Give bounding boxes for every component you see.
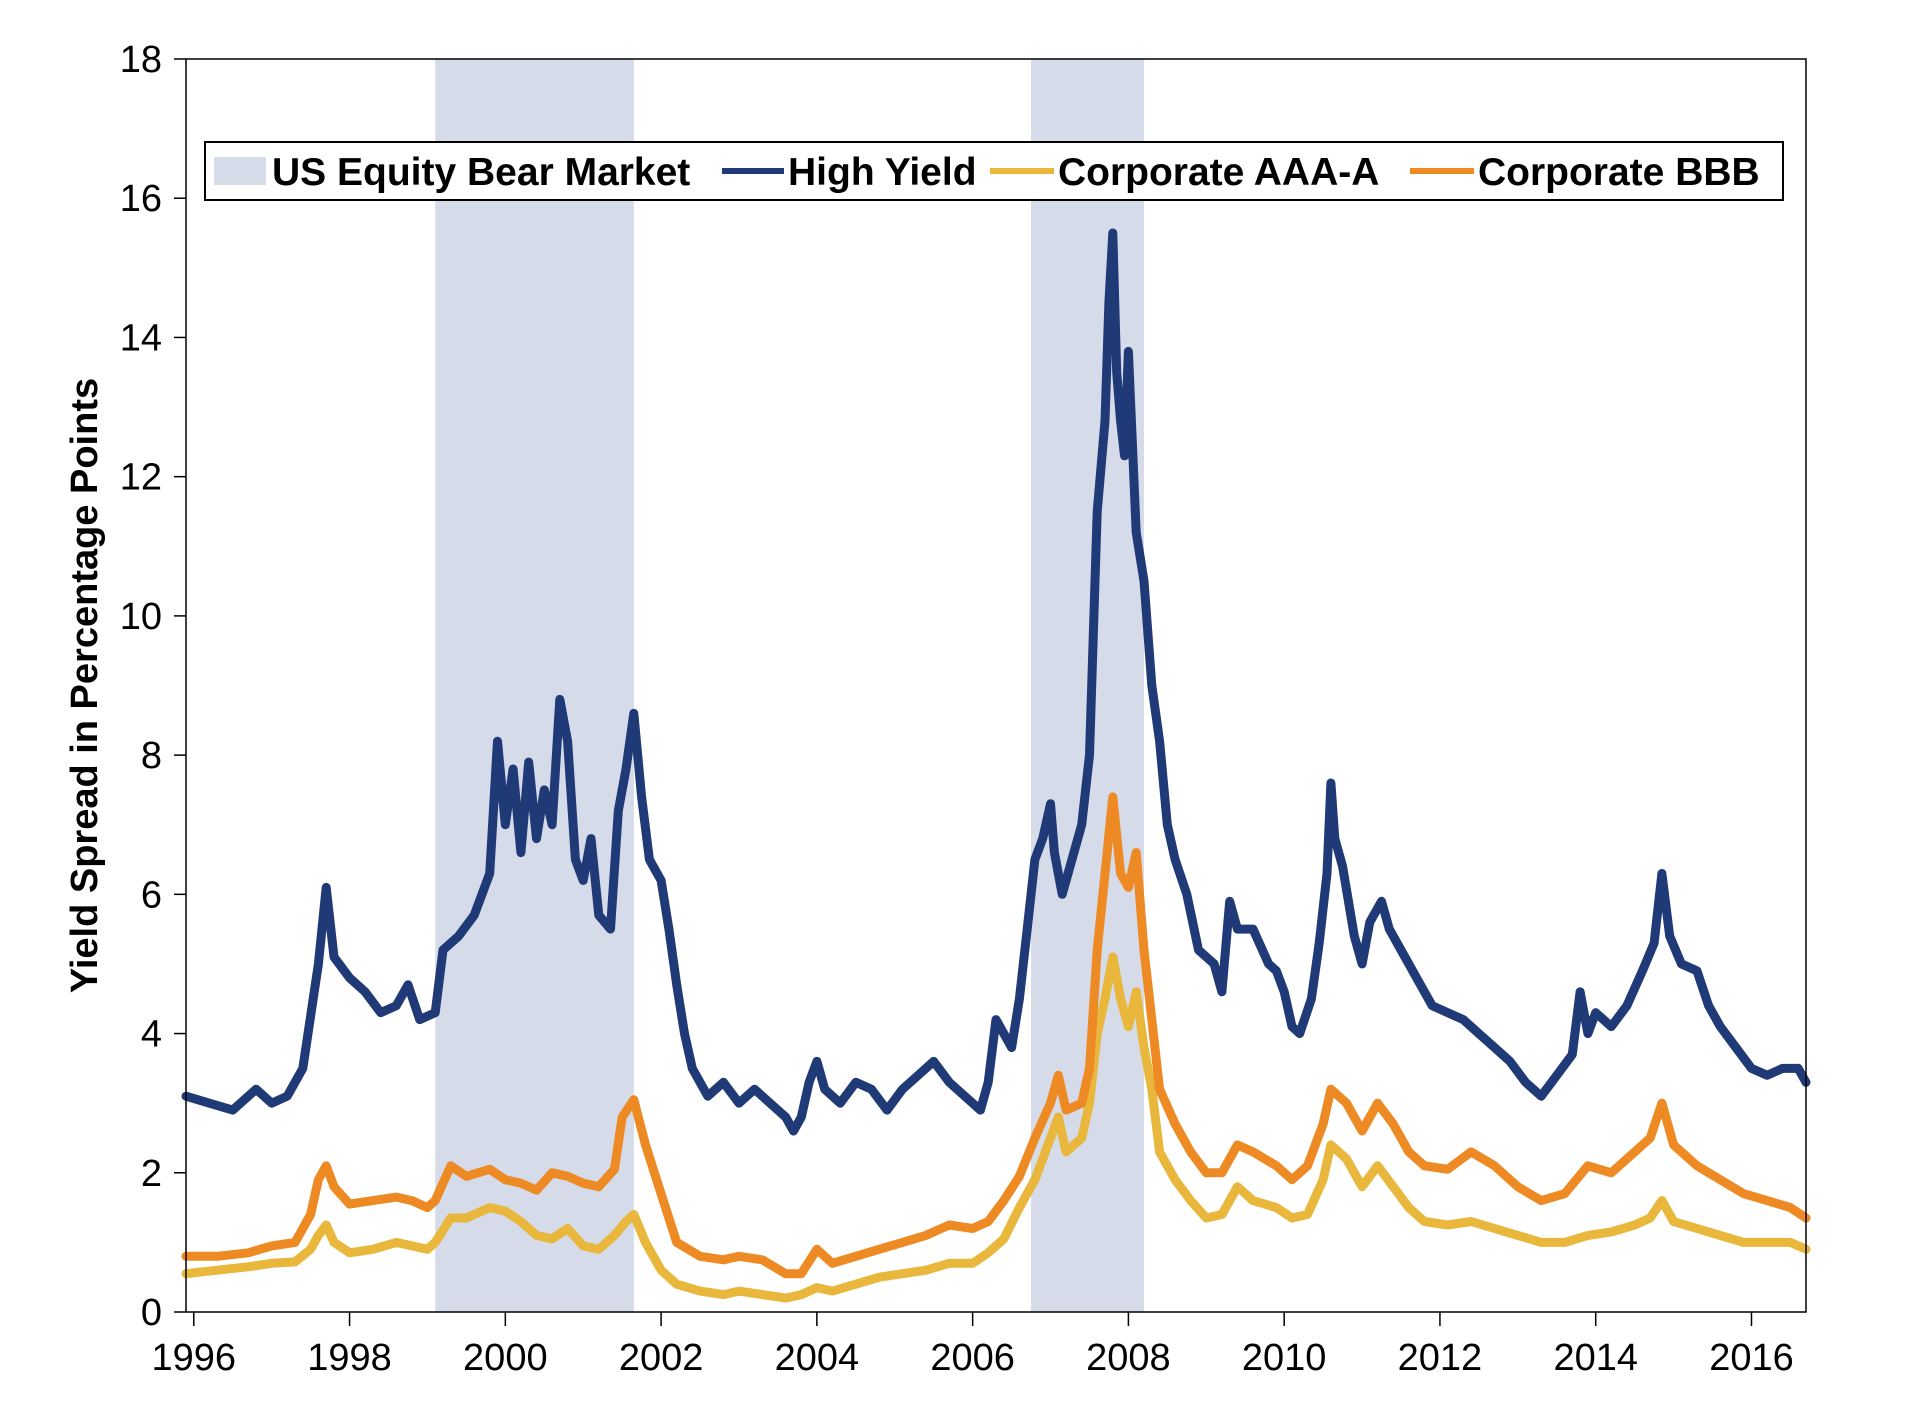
x-tick-label-2: 2000 (463, 1337, 548, 1379)
x-tick-label-8: 2012 (1398, 1337, 1483, 1379)
y-tick-label-0: 0 (141, 1292, 162, 1334)
x-tick-label-5: 2006 (930, 1337, 1015, 1379)
bear-market-band-0 (435, 59, 634, 1312)
y-tick-label-2: 4 (141, 1014, 162, 1056)
series-line-high-yield (181, 228, 1811, 1136)
y-axis-title: Yield Spread in Percentage Points (64, 378, 106, 993)
series-line-corporate-bbb (181, 792, 1811, 1279)
y-tick-label-1: 2 (141, 1153, 162, 1195)
legend-label-high-yield: High Yield (788, 151, 977, 194)
legend-label-corporate-aaa-a: Corporate AAA-A (1058, 151, 1379, 194)
x-tick-label-1: 1998 (307, 1337, 392, 1379)
y-tick-label-6: 12 (120, 457, 162, 499)
x-tick-label-4: 2004 (775, 1337, 860, 1379)
x-tick-label-10: 2016 (1709, 1337, 1794, 1379)
legend-swatch-bear-market (214, 157, 266, 185)
y-tick-label-9: 18 (120, 39, 162, 81)
legend-label-corporate-bbb: Corporate BBB (1478, 151, 1760, 194)
y-tick-label-7: 14 (120, 317, 162, 359)
x-tick-label-0: 1996 (152, 1337, 237, 1379)
y-tick-label-4: 8 (141, 735, 162, 777)
axes: 0 2 4 6 8 10 12 14 16 18 1996 1998 2000 2002 2004 2006 2… (120, 39, 1794, 1379)
legend-label-bear-market: US Equity Bear Market (272, 151, 690, 194)
x-tick-label-6: 2008 (1086, 1337, 1171, 1379)
plot-frame (185, 58, 1807, 1313)
x-tick-label-9: 2014 (1553, 1337, 1638, 1379)
legend: US Equity Bear Market High Yield Corpora… (204, 141, 1784, 201)
y-tick-label-5: 10 (120, 596, 162, 638)
y-tick-label-3: 6 (141, 874, 162, 916)
series-lines (181, 228, 1811, 1303)
x-tick-label-3: 2002 (619, 1337, 704, 1379)
series-line-corporate-aaa-a (181, 952, 1811, 1303)
x-tick-label-7: 2010 (1242, 1337, 1327, 1379)
y-tick-label-8: 16 (120, 178, 162, 220)
